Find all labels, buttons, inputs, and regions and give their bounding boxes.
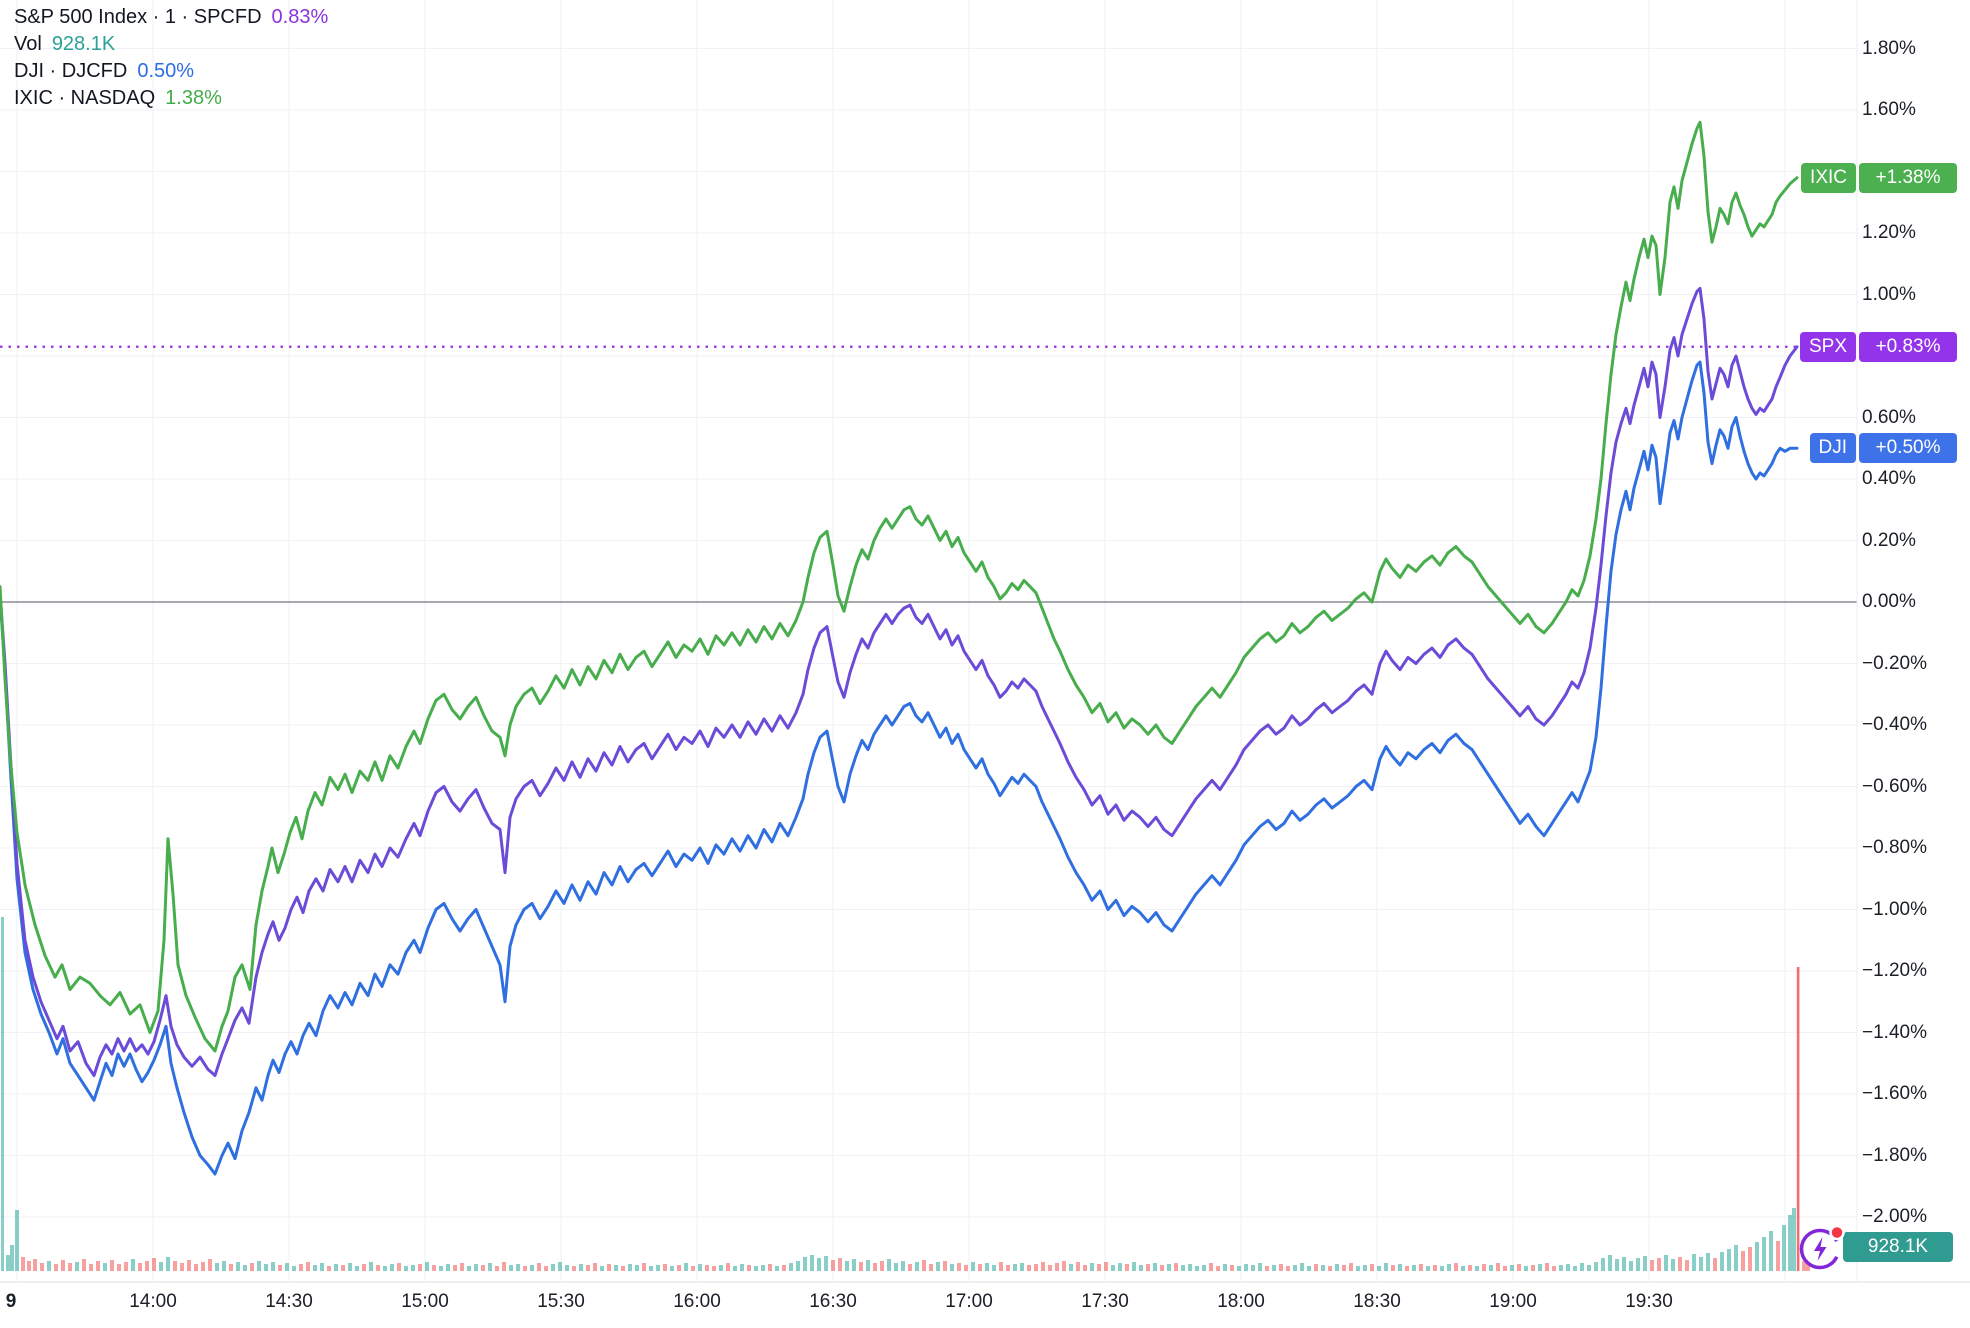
legend-label-ixic: IXIC · NASDAQ	[14, 87, 156, 109]
time-axis-label: 19:00	[1489, 1291, 1537, 1312]
legend-label-spx: S&P 500 Index · 1 · SPCFD	[14, 6, 262, 28]
time-axis-label: 18:00	[1217, 1291, 1265, 1312]
price-label-spx[interactable]: SPX +0.83%	[1781, 331, 1957, 362]
price-axis-label: 1.80%	[1862, 37, 1916, 59]
legend-row-volume[interactable]: Vol 928.1K	[14, 33, 328, 60]
time-axis-label: 17:00	[945, 1291, 993, 1312]
time-axis-label: 15:00	[401, 1291, 449, 1312]
price-axis-label: −2.00%	[1862, 1206, 1927, 1227]
volume-value-badge: 928.1K	[1843, 1232, 1953, 1262]
price-axis[interactable]: 1.80%1.60%1.40%1.20%1.00%0.80%0.60%0.40%…	[1857, 0, 1970, 1282]
price-label-ixic-value: +1.38%	[1859, 162, 1957, 193]
time-axis-label: 14:30	[265, 1291, 313, 1312]
lightning-bolt-glyph	[1814, 1237, 1827, 1261]
price-axis-label: −1.00%	[1862, 898, 1927, 920]
price-axis-label: 0.40%	[1862, 468, 1916, 489]
price-axis-label: 0.20%	[1862, 529, 1916, 551]
price-axis-label: −1.60%	[1862, 1083, 1927, 1104]
price-axis-label: −1.20%	[1862, 960, 1927, 981]
legend-row-dji[interactable]: DJI · DJCFD 0.50%	[14, 60, 328, 87]
time-axis-label: 16:00	[673, 1291, 721, 1312]
legend-label-dji: DJI · DJCFD	[14, 60, 128, 82]
price-axis-label: −1.80%	[1862, 1144, 1927, 1166]
legend-value-dji: 0.50%	[137, 60, 195, 82]
price-axis-label: 1.20%	[1862, 222, 1916, 243]
price-axis-label: 0.00%	[1862, 591, 1916, 612]
price-label-ixic-ticker: IXIC	[1801, 162, 1856, 193]
legend-value-volume: 928.1K	[51, 33, 116, 55]
price-label-dji-value: +0.50%	[1859, 433, 1957, 464]
time-axis[interactable]: 9 14:00 14:30 15:00 15:30 16:00 16:30 17:00 17:3…	[0, 1282, 1970, 1328]
series-line-dji[interactable]	[0, 360, 1799, 1176]
price-axis-label: 1.60%	[1862, 99, 1916, 120]
time-axis-label: 16:30	[809, 1291, 857, 1312]
legend-value-spx: 0.83%	[271, 6, 329, 28]
series-line-spx[interactable]	[0, 286, 1799, 1077]
price-axis-label: −0.80%	[1862, 837, 1927, 858]
price-label-dji[interactable]: DJI +0.50%	[1781, 433, 1957, 464]
price-label-spx-ticker: SPX	[1799, 331, 1856, 362]
legend-row-ixic[interactable]: IXIC · NASDAQ 1.38%	[14, 87, 328, 114]
time-axis-label: 14:00	[129, 1291, 177, 1312]
time-axis-label: 18:30	[1353, 1291, 1401, 1312]
time-axis-label: 9	[5, 1291, 17, 1312]
time-axis-label: 19:30	[1625, 1291, 1673, 1312]
price-axis-label: −0.60%	[1862, 775, 1927, 797]
time-axis-label: 15:30	[537, 1291, 585, 1312]
price-label-dji-ticker: DJI	[1809, 433, 1856, 464]
notification-red-dot	[1829, 1224, 1845, 1241]
chart-legend: S&P 500 Index · 1 · SPCFD 0.83% Vol 928.…	[14, 6, 328, 114]
price-axis-label: −0.40%	[1862, 714, 1927, 735]
price-axis-label: 1.00%	[1862, 283, 1916, 305]
time-axis-label: 17:30	[1081, 1291, 1129, 1312]
legend-row-spx[interactable]: S&P 500 Index · 1 · SPCFD 0.83%	[14, 6, 328, 33]
price-axis-label: −0.20%	[1862, 652, 1927, 674]
price-label-ixic[interactable]: IXIC +1.38%	[1781, 162, 1957, 193]
price-label-spx-value: +0.83%	[1859, 331, 1957, 362]
price-axis-label: −1.40%	[1862, 1021, 1927, 1043]
series-line-ixic[interactable]	[0, 120, 1799, 1053]
legend-value-ixic: 1.38%	[165, 87, 222, 109]
legend-label-volume: Vol	[14, 33, 42, 55]
price-axis-label: 0.60%	[1862, 406, 1916, 428]
instant-trade-lightning-icon[interactable]	[1796, 1223, 1848, 1275]
